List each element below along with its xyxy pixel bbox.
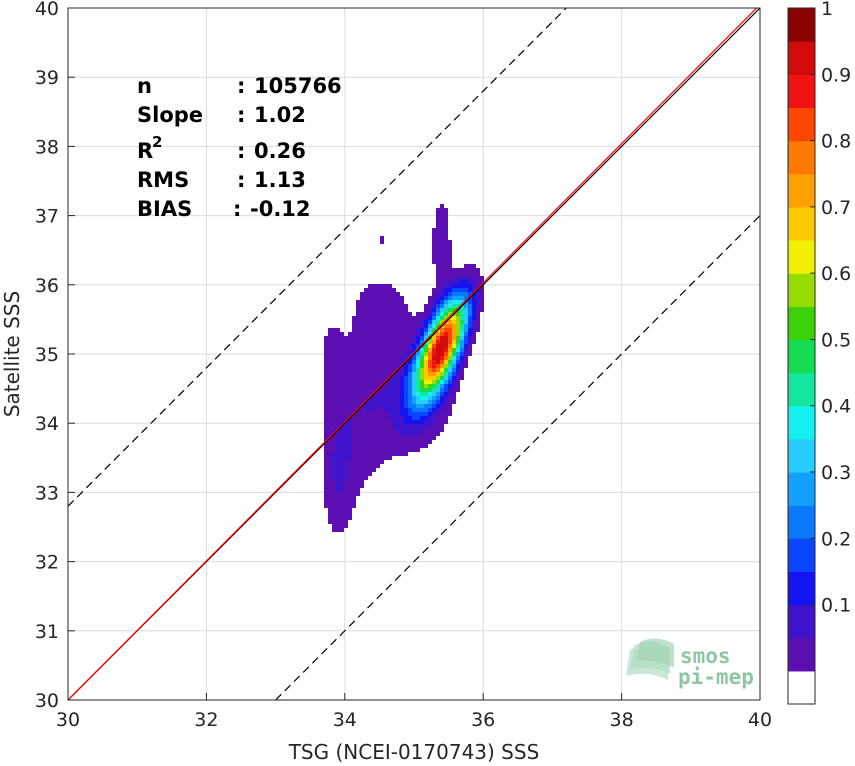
reference-lines bbox=[68, 8, 760, 700]
colorbar-frame bbox=[787, 7, 816, 705]
colorbar-tick-label: 1 bbox=[821, 0, 833, 20]
stat-rms-sep: : bbox=[237, 168, 245, 192]
stat-bias-label: BIAS bbox=[137, 197, 192, 221]
colorbar-segment bbox=[788, 273, 815, 307]
y-tick-label: 40 bbox=[35, 0, 59, 20]
colorbar-segment bbox=[788, 604, 815, 639]
colorbar-tick-label: 0.2 bbox=[821, 528, 851, 550]
colorbar-segment bbox=[788, 637, 815, 672]
y-tick-label: 34 bbox=[35, 413, 59, 435]
colorbar-tick-label: 0.3 bbox=[821, 462, 851, 484]
colorbar-tick-label: 0.8 bbox=[821, 131, 851, 153]
y-tick-label: 32 bbox=[35, 552, 59, 574]
colorbar-segment bbox=[788, 670, 815, 705]
colorbar-segment bbox=[788, 339, 815, 374]
stat-r2-value: 0.26 bbox=[254, 139, 306, 163]
colorbar-segment bbox=[788, 107, 815, 142]
logo-waves-icon bbox=[626, 638, 674, 680]
colorbar-segment bbox=[788, 8, 815, 42]
stat-n-sep: : bbox=[237, 74, 245, 98]
y-tick-label: 37 bbox=[35, 206, 59, 228]
y-tick-label: 30 bbox=[35, 690, 59, 712]
colorbar-tick-label: 0.4 bbox=[821, 396, 851, 418]
stat-slope-label: Slope bbox=[137, 103, 203, 127]
colorbar-tick-label: 0.5 bbox=[821, 329, 851, 351]
colorbar-segment bbox=[788, 505, 815, 539]
stat-n-label: n bbox=[137, 74, 152, 98]
colorbar-segment bbox=[788, 571, 815, 606]
y-tick-label: 36 bbox=[35, 275, 59, 297]
colorbar-segment bbox=[788, 206, 815, 241]
stats-box: n : 105766 Slope : 1.02 R 2 : 0.26 RMS :… bbox=[137, 74, 342, 221]
x-axis-label: TSG (NCEI-0170743) SSS bbox=[288, 740, 540, 764]
stat-bias-sep: : bbox=[233, 197, 241, 221]
stat-n-value: 105766 bbox=[254, 74, 342, 98]
colorbar-segment bbox=[788, 173, 815, 208]
colorbar-segment bbox=[788, 306, 815, 341]
colorbar-segment bbox=[788, 74, 815, 109]
stat-r2-sep: : bbox=[237, 139, 245, 163]
x-tick-label: 40 bbox=[748, 709, 772, 731]
y-tick-label: 39 bbox=[35, 67, 59, 89]
colorbar-segment bbox=[788, 140, 815, 175]
stat-rms-value: 1.13 bbox=[254, 168, 306, 192]
colorbar-tick-label: 0.1 bbox=[821, 595, 851, 617]
x-tick-label: 32 bbox=[194, 709, 218, 731]
stat-slope-sep: : bbox=[237, 103, 245, 127]
colorbar-segment bbox=[788, 538, 815, 573]
colorbar-tick-label: 0.9 bbox=[821, 64, 851, 86]
y-tick-label: 31 bbox=[35, 621, 59, 643]
stat-rms-label: RMS bbox=[137, 168, 189, 192]
colorbar-segment bbox=[788, 240, 815, 274]
x-tick-label: 36 bbox=[471, 709, 495, 731]
logo-line-1: smos bbox=[680, 644, 731, 668]
y-tick-label: 33 bbox=[35, 482, 59, 504]
x-tick-label: 30 bbox=[56, 709, 80, 731]
colorbar-segment bbox=[788, 405, 815, 440]
x-tick-label: 38 bbox=[610, 709, 634, 731]
colorbar-ticks: 0.1 0.2 0.3 0.4 0.5 0.6 0.7 0.8 0.9 1 bbox=[810, 0, 851, 617]
lower-bound-line bbox=[275, 215, 760, 700]
colorbar-tick-label: 0.7 bbox=[821, 197, 851, 219]
regression-line bbox=[68, 8, 758, 700]
upper-bound-line bbox=[68, 8, 567, 507]
colorbar-tick-label: 0.6 bbox=[821, 263, 851, 285]
y-axis-label: Satellite SSS bbox=[0, 291, 24, 417]
colorbar-segment bbox=[788, 41, 815, 75]
y-axis-ticks: 30 31 32 33 34 35 36 37 38 39 40 bbox=[35, 0, 75, 712]
stat-bias-value: -0.12 bbox=[250, 197, 311, 221]
y-tick-label: 38 bbox=[35, 136, 59, 158]
stat-r2-label: R bbox=[137, 139, 153, 163]
x-tick-label: 34 bbox=[333, 709, 357, 731]
colorbar bbox=[787, 7, 816, 705]
density-level-19 bbox=[432, 336, 448, 364]
smos-pi-mep-logo: smos pi-mep bbox=[626, 638, 754, 689]
density-contours bbox=[324, 204, 484, 532]
stat-slope-value: 1.02 bbox=[254, 103, 306, 127]
y-tick-label: 35 bbox=[35, 344, 59, 366]
colorbar-segment bbox=[788, 438, 815, 473]
logo-line-2: pi-mep bbox=[678, 665, 754, 689]
stat-r2-sup: 2 bbox=[152, 133, 162, 151]
x-axis-ticks: 30 32 34 36 38 40 bbox=[56, 693, 772, 731]
colorbar-segment bbox=[788, 372, 815, 407]
colorbar-segment bbox=[788, 472, 815, 506]
